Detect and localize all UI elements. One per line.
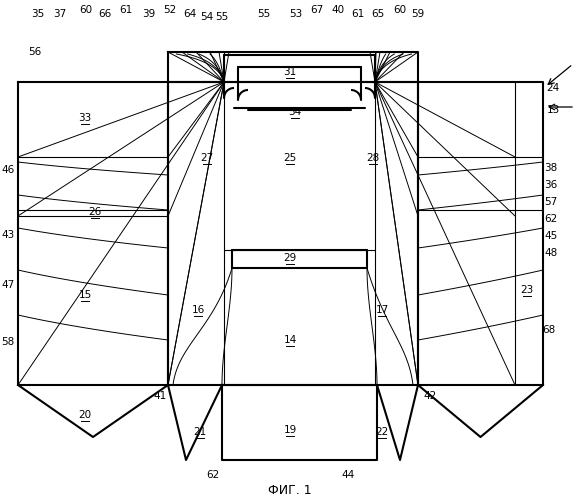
Text: 15: 15 bbox=[79, 290, 92, 300]
Text: 19: 19 bbox=[284, 425, 297, 435]
Text: 20: 20 bbox=[79, 410, 92, 420]
Text: 40: 40 bbox=[331, 5, 344, 15]
Text: 36: 36 bbox=[544, 180, 557, 190]
Text: 21: 21 bbox=[193, 427, 207, 437]
Text: 41: 41 bbox=[153, 391, 166, 401]
Text: 23: 23 bbox=[521, 285, 534, 295]
Text: 39: 39 bbox=[142, 9, 156, 19]
Text: 56: 56 bbox=[28, 47, 42, 57]
Text: 46: 46 bbox=[1, 165, 14, 175]
Text: 45: 45 bbox=[544, 231, 557, 241]
Text: 57: 57 bbox=[544, 197, 557, 207]
Text: 52: 52 bbox=[164, 5, 177, 15]
Text: 34: 34 bbox=[288, 107, 301, 117]
Text: 24: 24 bbox=[546, 83, 560, 93]
Text: 68: 68 bbox=[542, 325, 556, 335]
Text: 60: 60 bbox=[79, 5, 92, 15]
Text: 59: 59 bbox=[412, 9, 425, 19]
Text: 22: 22 bbox=[375, 427, 389, 437]
Text: 33: 33 bbox=[79, 113, 92, 123]
Text: 62: 62 bbox=[544, 214, 557, 224]
Text: 53: 53 bbox=[289, 9, 302, 19]
Text: 35: 35 bbox=[32, 9, 45, 19]
Text: 48: 48 bbox=[544, 248, 557, 258]
Text: 28: 28 bbox=[366, 153, 379, 163]
Text: 61: 61 bbox=[351, 9, 364, 19]
Text: 47: 47 bbox=[1, 280, 14, 290]
Text: 31: 31 bbox=[284, 67, 297, 77]
Text: 62: 62 bbox=[207, 470, 220, 480]
Text: 42: 42 bbox=[424, 391, 437, 401]
Text: 61: 61 bbox=[119, 5, 133, 15]
Text: 16: 16 bbox=[191, 305, 204, 315]
Text: 58: 58 bbox=[1, 337, 14, 347]
Text: 29: 29 bbox=[284, 253, 297, 263]
Text: 65: 65 bbox=[371, 9, 385, 19]
Text: ФИГ. 1: ФИГ. 1 bbox=[268, 484, 312, 496]
Text: 27: 27 bbox=[200, 153, 214, 163]
Text: 17: 17 bbox=[375, 305, 389, 315]
Text: 60: 60 bbox=[393, 5, 406, 15]
Text: 55: 55 bbox=[257, 9, 270, 19]
Text: 55: 55 bbox=[215, 12, 228, 22]
Text: 13: 13 bbox=[546, 105, 560, 115]
Text: 64: 64 bbox=[183, 9, 197, 19]
Text: 37: 37 bbox=[53, 9, 67, 19]
Text: 67: 67 bbox=[311, 5, 324, 15]
Text: 54: 54 bbox=[200, 12, 214, 22]
Text: 66: 66 bbox=[98, 9, 111, 19]
Text: 38: 38 bbox=[544, 163, 557, 173]
Text: 26: 26 bbox=[88, 207, 102, 217]
Text: 43: 43 bbox=[1, 230, 14, 240]
Text: 25: 25 bbox=[284, 153, 297, 163]
Text: 14: 14 bbox=[284, 335, 297, 345]
Text: 44: 44 bbox=[342, 470, 355, 480]
